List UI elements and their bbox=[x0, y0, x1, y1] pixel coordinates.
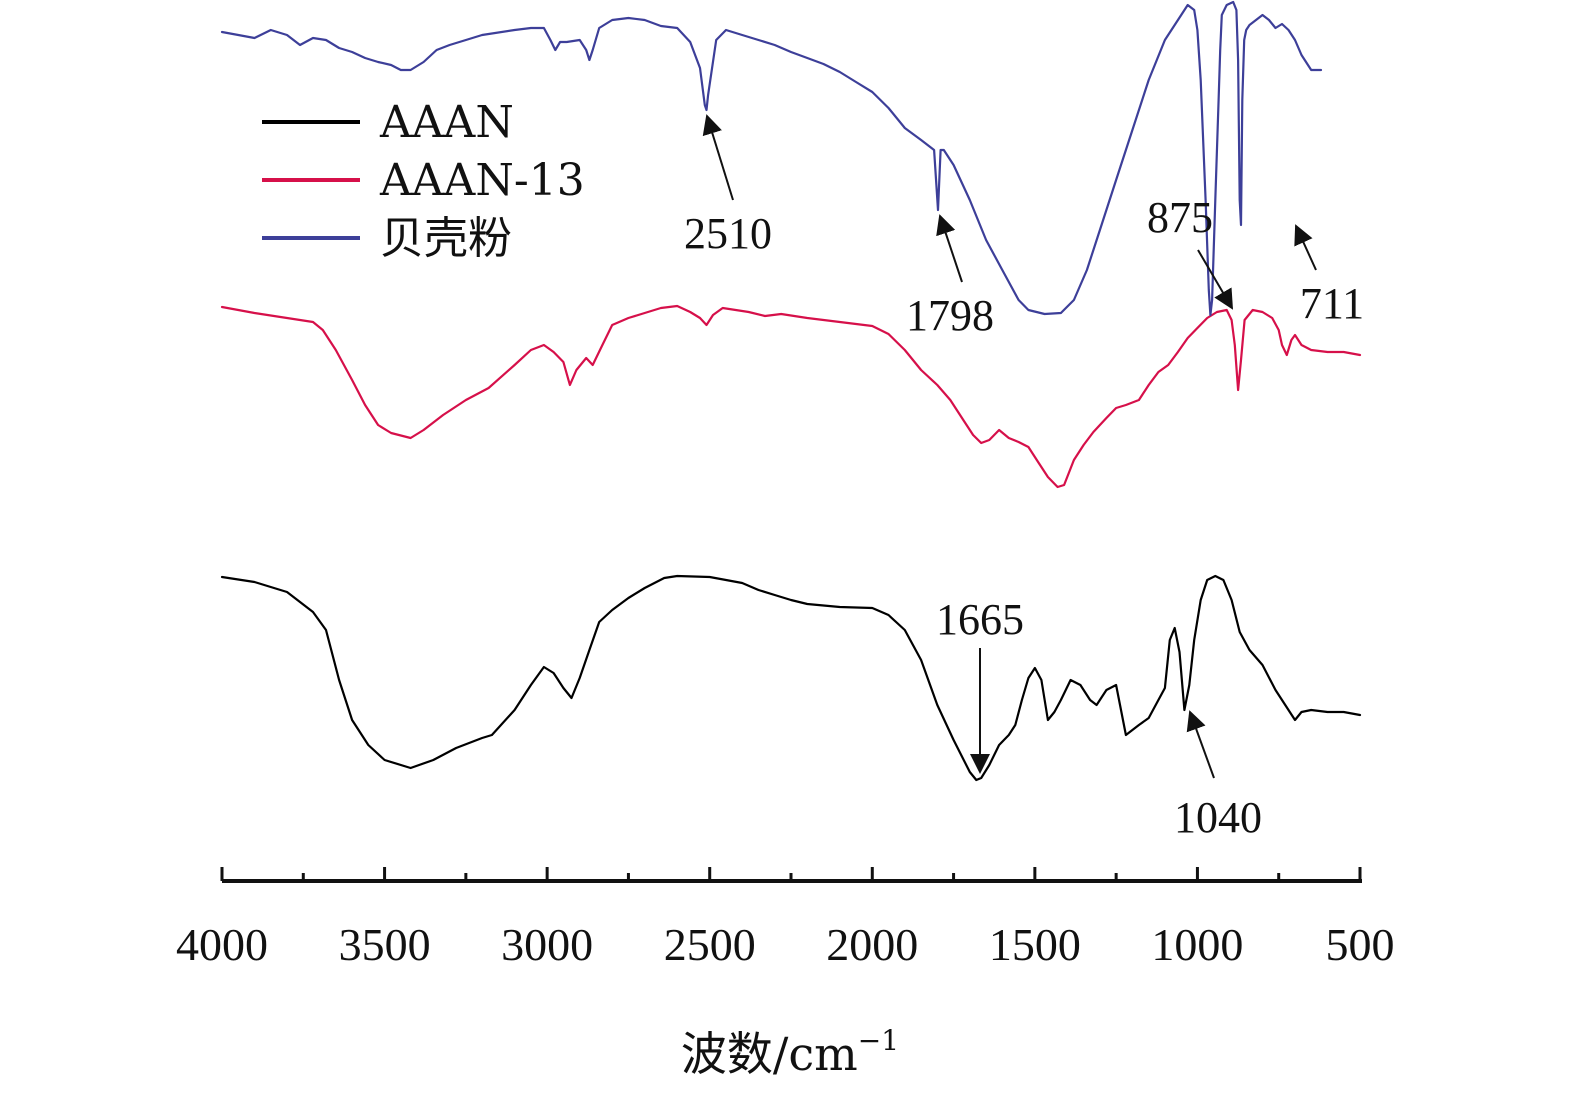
annotation-arrow-1798 bbox=[936, 214, 963, 283]
x-tick-label-2000: 2000 bbox=[826, 919, 918, 970]
plot-area: 2510 1798 875 711 1665 1040 bbox=[220, 0, 1364, 842]
series-line-shell-powder bbox=[220, 0, 1323, 317]
series-layer bbox=[220, 0, 1362, 782]
legend-label-aaan-13: AAAN-13 bbox=[379, 155, 585, 206]
annotation-label-2510: 2510 bbox=[684, 209, 772, 258]
series-line-aaan bbox=[220, 574, 1362, 782]
x-tick-label-500: 500 bbox=[1326, 919, 1395, 970]
legend-label-aaan: AAAN bbox=[379, 97, 514, 148]
annotation-arrow-1040 bbox=[1186, 710, 1215, 779]
x-tick-label-1000: 1000 bbox=[1151, 919, 1243, 970]
series-line-aaan-13 bbox=[220, 304, 1362, 489]
annotation-label-1665: 1665 bbox=[936, 595, 1024, 644]
annotation-label-1798: 1798 bbox=[906, 291, 994, 340]
x-tick-label-3500: 3500 bbox=[339, 919, 431, 970]
annotation-label-875: 875 bbox=[1147, 193, 1213, 242]
x-tick-label-3000: 3000 bbox=[501, 919, 593, 970]
legend: AAAN AAAN-13 贝壳粉 bbox=[262, 97, 585, 264]
annotation-layer: 2510 1798 875 711 1665 1040 bbox=[684, 114, 1364, 842]
legend-label-shell-powder: 贝壳粉 bbox=[380, 213, 512, 264]
x-axis-ticks: 4000 3500 3000 2500 2000 1500 1000 500 bbox=[176, 867, 1395, 970]
x-tick-label-4000: 4000 bbox=[176, 919, 268, 970]
x-tick-label-1500: 1500 bbox=[989, 919, 1081, 970]
annotation-arrow-875 bbox=[1197, 249, 1234, 310]
annotation-label-1040: 1040 bbox=[1174, 793, 1262, 842]
x-axis-title: 波数/cm−1 bbox=[681, 1024, 899, 1081]
x-axis: 4000 3500 3000 2500 2000 1500 1000 500 波数/cm−1 bbox=[176, 867, 1395, 1081]
annotation-label-711: 711 bbox=[1300, 279, 1364, 328]
annotation-arrow-711 bbox=[1294, 224, 1317, 271]
annotation-arrow-2510 bbox=[702, 114, 734, 201]
x-tick-label-2500: 2500 bbox=[664, 919, 756, 970]
